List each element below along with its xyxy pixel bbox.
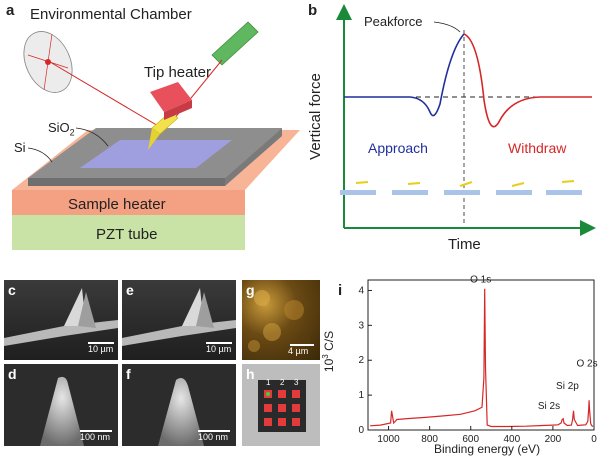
panel-h-image: [258, 380, 306, 432]
sio2-label: SiO2: [48, 120, 75, 138]
panel-b-ylabel: Vertical force: [306, 73, 324, 160]
panel-b-xlabel: Time: [448, 236, 481, 253]
peak-label-0: O 1s: [470, 275, 491, 286]
panel-c-scale: 10 µm: [88, 344, 114, 354]
peak-label-2: Si 2p: [556, 381, 579, 392]
sio2-label-sub: 2: [69, 127, 75, 138]
x-tick-label-4: 200: [545, 434, 562, 445]
laser-beam-out: [49, 61, 166, 131]
x-tick-label-1: 800: [421, 434, 438, 445]
xps-ylabel: 103 C/S: [321, 331, 336, 372]
tip-heater-block: [150, 82, 192, 120]
panel-f-label: f: [126, 366, 131, 382]
panel-d-scale: 100 nm: [80, 432, 111, 442]
approach-label: Approach: [368, 140, 428, 156]
panel-h-grid-label-1: 1: [266, 378, 271, 387]
panel-d: d 100 nm: [4, 364, 118, 446]
panel-i: i 1000 800 600 400 200 0 0 1 2 3 4 O 1s Si 2s Si 2p O …: [321, 272, 600, 458]
panel-g-scalebar: [290, 344, 314, 346]
panel-c-image: [4, 288, 118, 346]
panel-d-scalebar: [80, 430, 112, 432]
pictogram-5: [546, 180, 582, 195]
panel-h: h 1 2 3: [242, 364, 320, 446]
y-tick-label-3: 3: [358, 320, 364, 331]
pzt-tube-label: PZT tube: [96, 226, 158, 243]
pictogram-2: [392, 182, 428, 195]
y-tick-label-2: 2: [358, 355, 364, 366]
panel-g: g 4 µm: [242, 280, 320, 360]
photodetector: [23, 31, 73, 93]
panel-h-grid-label-2: 2: [280, 378, 285, 387]
panel-c-scalebar: [88, 342, 114, 344]
peak-label-1: Si 2s: [538, 401, 560, 412]
x-tick-label-5: 0: [591, 434, 597, 445]
panel-d-image: [40, 376, 84, 446]
xps-ylabel-sup: 3: [321, 354, 331, 359]
cantilever: [148, 111, 179, 150]
xps-ylabel-prefix: 10: [322, 358, 337, 373]
panel-e: e 10 µm: [122, 280, 236, 360]
pictogram-4: [496, 182, 532, 195]
cantilever-pictograms: [340, 180, 582, 195]
pzt-tube: [12, 215, 245, 250]
tip-heater-label: Tip heater: [144, 64, 211, 81]
y-tick-label-4: 4: [358, 285, 364, 296]
panel-g-texture: [248, 290, 311, 352]
x-tick-label-3: 400: [503, 434, 520, 445]
sio2-layer: [80, 140, 232, 168]
withdraw-label: Withdraw: [508, 140, 567, 156]
withdraw-curve: [463, 33, 592, 128]
peakforce-label: Peakforce: [364, 14, 423, 29]
panel-f-scalebar: [198, 430, 230, 432]
panel-a-illustration: [12, 21, 300, 250]
laser-source: [211, 21, 259, 66]
xps-chart: 1000 800 600 400 200 0 0 1 2 3 4 O 1s Si 2s Si 2p O 2s: [358, 275, 598, 445]
sio2-label-prefix: SiO: [48, 120, 70, 135]
panel-e-scalebar: [206, 342, 232, 344]
panel-f-image: [158, 378, 204, 446]
panel-c: c 10 µm: [4, 280, 118, 360]
panel-e-image: [122, 288, 236, 346]
panel-c-label: c: [8, 282, 16, 298]
panel-d-label: d: [8, 366, 17, 382]
si-arrow: [27, 147, 53, 163]
panel-h-label: h: [246, 366, 255, 382]
si-label: Si: [14, 140, 26, 155]
x-tick-label-0: 1000: [377, 434, 400, 445]
pictogram-1: [340, 181, 376, 195]
panel-i-label: i: [338, 282, 343, 299]
chamber-label: Environmental Chamber: [30, 6, 192, 23]
panel-f: f 100 nm: [122, 364, 236, 446]
xps-xlabel: Binding energy (eV): [434, 442, 541, 456]
panel-b-label: b: [308, 2, 318, 19]
xps-spectrum-line: [370, 288, 594, 428]
panel-b-plot: [336, 4, 596, 236]
panel-e-scale: 10 µm: [206, 344, 232, 354]
panel-f-scale: 100 nm: [198, 432, 229, 442]
pictogram-3: [444, 181, 480, 195]
panel-a: a Environmental Chamber Tip heater SiO2 …: [0, 0, 300, 258]
panel-a-label: a: [6, 2, 15, 19]
panel-b: b Vertical force Time Peakforce Approach…: [300, 0, 600, 258]
sample-heater-label: Sample heater: [68, 196, 166, 213]
y-tick-label-1: 1: [358, 390, 364, 401]
panel-g-label: g: [246, 282, 255, 298]
y-tick-label-0: 0: [358, 425, 364, 436]
approach-curve: [344, 33, 465, 117]
peak-label-3: O 2s: [577, 358, 598, 369]
xps-ylabel-suffix: C/S: [322, 330, 337, 355]
x-tick-label-2: 600: [462, 434, 479, 445]
panel-h-grid-label-3: 3: [294, 378, 299, 387]
peak-arrow: [433, 21, 461, 33]
panel-g-scale: 4 µm: [288, 346, 309, 356]
panel-e-label: e: [126, 282, 134, 298]
plot-frame: [367, 279, 595, 431]
sio2-arrow: [75, 127, 109, 147]
